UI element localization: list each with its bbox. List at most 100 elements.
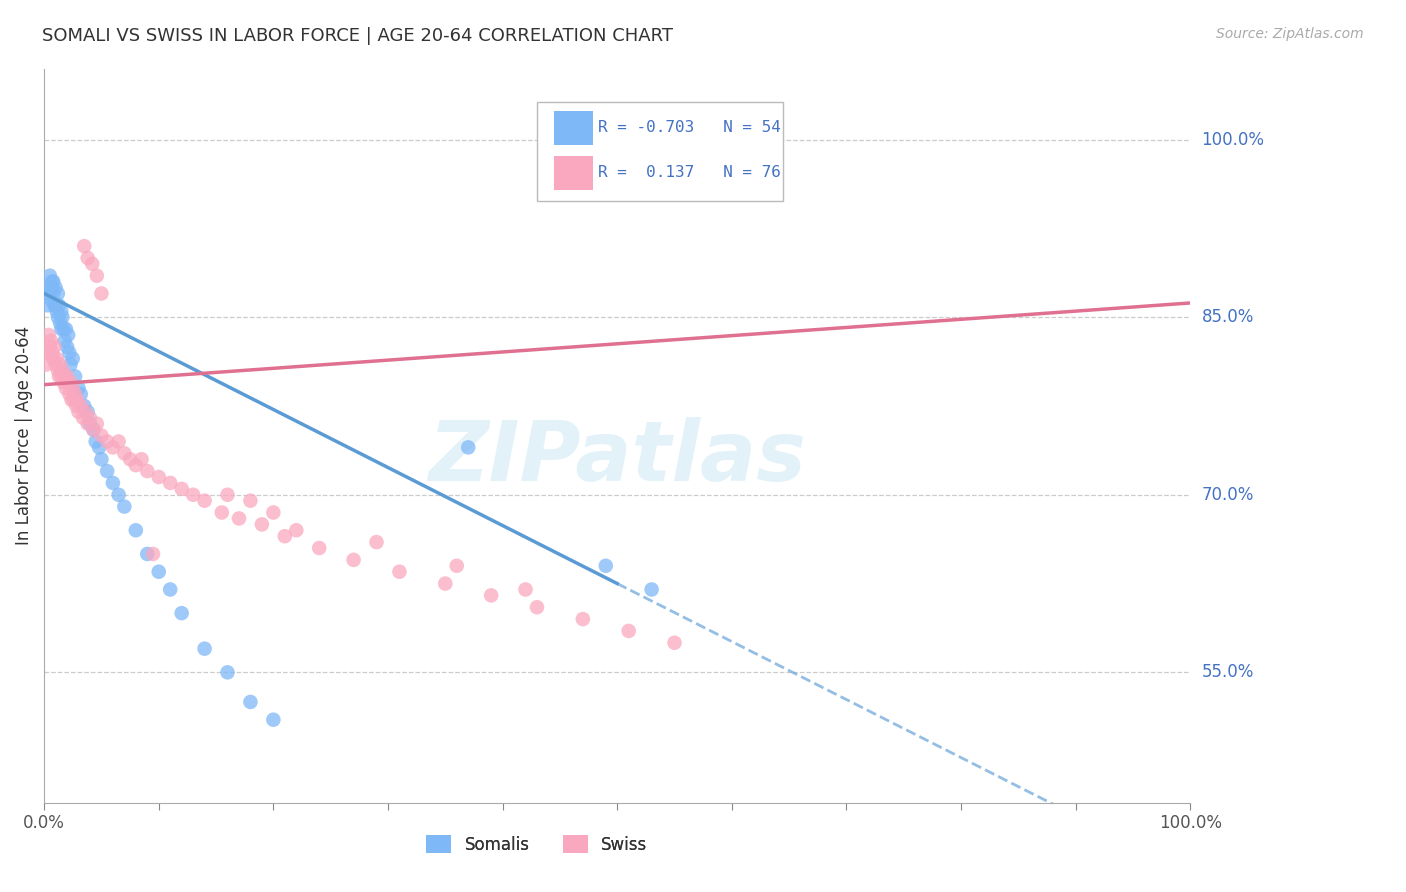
Point: [112, 446, 135, 460]
Point: [90, 286, 112, 301]
Point: [101, 441, 124, 455]
Point: [73, 239, 96, 253]
Point: [446, 558, 468, 573]
Point: [49, 316, 72, 330]
Point: [41, 280, 63, 294]
Point: [46, 310, 69, 325]
Point: [181, 488, 204, 502]
Point: [194, 493, 217, 508]
Point: [51, 310, 73, 325]
Point: [46, 363, 69, 377]
Point: [44, 298, 66, 312]
Point: [51, 363, 73, 377]
Point: [262, 713, 284, 727]
Point: [45, 304, 67, 318]
Point: [39, 334, 62, 348]
Point: [59, 376, 82, 390]
Point: [170, 482, 193, 496]
Point: [101, 475, 124, 490]
Point: [274, 529, 297, 543]
Point: [42, 275, 65, 289]
Point: [56, 369, 79, 384]
Point: [38, 327, 60, 342]
Text: R = -0.703   N = 54: R = -0.703 N = 54: [598, 120, 780, 135]
Point: [308, 541, 330, 555]
Text: 55.0%: 55.0%: [1202, 664, 1254, 681]
Point: [76, 405, 98, 419]
Point: [56, 376, 79, 390]
Point: [262, 506, 284, 520]
Point: [90, 452, 112, 467]
Point: [55, 322, 77, 336]
Point: [82, 257, 104, 271]
Text: Source: ZipAtlas.com: Source: ZipAtlas.com: [1216, 27, 1364, 41]
Point: [595, 558, 617, 573]
Point: [51, 304, 73, 318]
Point: [640, 582, 662, 597]
Point: [75, 405, 97, 419]
Point: [69, 387, 91, 401]
Point: [62, 381, 84, 395]
Point: [55, 381, 77, 395]
Point: [46, 286, 69, 301]
Point: [58, 345, 80, 359]
Point: [45, 298, 67, 312]
Point: [82, 423, 104, 437]
Legend: Somalis, Swiss: Somalis, Swiss: [420, 829, 654, 860]
Point: [48, 369, 70, 384]
Point: [41, 345, 63, 359]
Point: [63, 387, 86, 401]
Point: [56, 327, 79, 342]
Point: [79, 410, 101, 425]
Point: [125, 523, 148, 537]
Point: [136, 464, 159, 478]
Point: [515, 582, 537, 597]
Point: [37, 298, 59, 312]
Point: [457, 441, 479, 455]
Point: [58, 387, 80, 401]
Point: [52, 376, 75, 390]
Point: [59, 358, 82, 372]
Point: [107, 434, 129, 449]
Point: [86, 268, 108, 283]
Point: [48, 298, 70, 312]
Point: [239, 695, 262, 709]
Point: [72, 410, 94, 425]
Text: 100.0%: 100.0%: [1202, 130, 1264, 149]
Point: [79, 417, 101, 431]
Point: [217, 665, 239, 680]
Point: [125, 458, 148, 472]
Point: [66, 392, 89, 407]
Point: [53, 334, 76, 348]
Point: [159, 475, 181, 490]
Point: [35, 358, 58, 372]
Point: [62, 351, 84, 366]
Point: [38, 280, 60, 294]
Point: [526, 600, 548, 615]
Point: [76, 417, 98, 431]
Point: [228, 511, 250, 525]
Point: [73, 399, 96, 413]
Point: [112, 500, 135, 514]
Point: [38, 286, 60, 301]
Point: [67, 405, 90, 419]
Point: [41, 275, 63, 289]
Point: [65, 399, 87, 413]
Point: [69, 399, 91, 413]
Point: [42, 286, 65, 301]
Point: [45, 280, 67, 294]
Point: [89, 441, 111, 455]
Point: [56, 340, 79, 354]
Point: [194, 641, 217, 656]
Point: [82, 423, 104, 437]
Point: [38, 340, 60, 354]
Point: [38, 268, 60, 283]
Point: [51, 369, 73, 384]
Point: [285, 523, 308, 537]
Point: [342, 553, 364, 567]
Text: ZIPatlas: ZIPatlas: [429, 417, 806, 498]
Point: [148, 565, 170, 579]
Point: [63, 369, 86, 384]
Text: 85.0%: 85.0%: [1202, 308, 1254, 326]
Point: [136, 547, 159, 561]
